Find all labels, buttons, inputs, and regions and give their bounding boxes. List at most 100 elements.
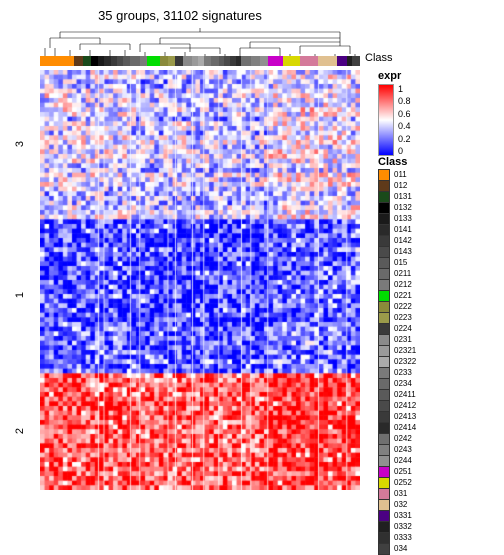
class-bar-seg (40, 56, 57, 66)
class-legend-item: 0242 (378, 434, 498, 444)
class-bar-seg (168, 56, 176, 66)
class-bar-seg (300, 56, 319, 66)
expr-color-gradient (378, 84, 394, 156)
class-id-label: 0331 (394, 511, 412, 521)
class-bar-seg (91, 56, 99, 66)
class-legend-item: 0331 (378, 511, 498, 521)
class-bar-seg (160, 56, 168, 66)
class-bar-seg (130, 56, 139, 66)
class-legend-item: 0221 (378, 291, 498, 301)
class-id-label: 012 (394, 181, 407, 191)
class-bar-seg (283, 56, 300, 66)
class-bar-seg (123, 56, 131, 66)
class-legend-item: 0332 (378, 522, 498, 532)
class-legend-item: 011 (378, 170, 498, 180)
class-legend-item: 0223 (378, 313, 498, 323)
class-bar-seg (147, 56, 160, 66)
class-legend-item: 0222 (378, 302, 498, 312)
class-id-label: 02414 (394, 423, 416, 433)
class-id-label: 0221 (394, 291, 412, 301)
class-bar-seg (260, 56, 268, 66)
row-cluster-label: 2 (14, 421, 26, 441)
class-axis-label: Class (365, 52, 393, 64)
column-class-bar (40, 56, 360, 66)
class-id-label: 0252 (394, 478, 412, 488)
class-bar-seg (318, 56, 337, 66)
class-legend-item: 02322 (378, 357, 498, 367)
class-id-label: 015 (394, 258, 407, 268)
class-id-label: 0224 (394, 324, 412, 334)
class-bar-seg (140, 56, 148, 66)
class-bar-seg (175, 56, 183, 66)
class-id-label: 0242 (394, 434, 412, 444)
class-legend-item: 034 (378, 544, 498, 554)
class-id-label: 0142 (394, 236, 412, 246)
class-legend-item: 0233 (378, 368, 498, 378)
plot-title: 35 groups, 31102 signatures (0, 8, 360, 23)
class-bar-seg (352, 56, 360, 66)
class-legend-item: 0143 (378, 247, 498, 257)
class-legend-item: 0211 (378, 269, 498, 279)
class-legend-item: 0141 (378, 225, 498, 235)
class-bar-seg (268, 56, 283, 66)
class-id-label: 032 (394, 500, 407, 510)
class-legend-item: 0333 (378, 533, 498, 543)
class-id-label: 02413 (394, 412, 416, 422)
class-id-label: 0244 (394, 456, 412, 466)
class-legend-item: 0231 (378, 335, 498, 345)
class-legend-item: 02412 (378, 401, 498, 411)
class-legend-item: 0212 (378, 280, 498, 290)
expr-gradient-ticks: 10.80.60.40.20 (398, 84, 411, 156)
class-id-label: 0251 (394, 467, 412, 477)
expr-legend-title: expr (378, 70, 498, 82)
class-id-label: 031 (394, 489, 407, 499)
class-id-label: 0212 (394, 280, 412, 290)
class-legend-item: 031 (378, 489, 498, 499)
class-id-label: 0333 (394, 533, 412, 543)
class-id-label: 0141 (394, 225, 412, 235)
class-id-label: 034 (394, 544, 407, 554)
expression-heatmap (40, 70, 360, 490)
row-cluster-label: 1 (14, 285, 26, 305)
class-legend-item: 0244 (378, 456, 498, 466)
class-id-label: 0223 (394, 313, 412, 323)
class-legend-item: 0142 (378, 236, 498, 246)
class-legend-title: Class (378, 156, 498, 168)
class-bar-seg (241, 56, 250, 66)
row-cluster-labels: 312 (10, 70, 30, 490)
class-id-label: 0231 (394, 335, 412, 345)
class-swatch (378, 543, 390, 555)
class-bar-seg (183, 56, 192, 66)
class-legend-item: 02414 (378, 423, 498, 433)
class-bar-seg (204, 56, 212, 66)
class-legend-item: 012 (378, 181, 498, 191)
class-id-label: 02322 (394, 357, 416, 367)
class-bar-seg (57, 56, 74, 66)
class-id-label: 0233 (394, 368, 412, 378)
class-id-label: 0332 (394, 522, 412, 532)
class-legend-item: 0224 (378, 324, 498, 334)
class-legend-item: 0234 (378, 379, 498, 389)
class-bar-seg (104, 56, 112, 66)
legend-panel: expr 10.80.60.40.20 Class 01101201310132… (378, 70, 498, 555)
class-id-label: 011 (394, 170, 407, 180)
class-legend-item: 02413 (378, 412, 498, 422)
class-id-label: 02412 (394, 401, 416, 411)
class-legend-items: 0110120131013201330141014201430150211021… (378, 170, 498, 554)
class-bar-seg (251, 56, 260, 66)
class-legend-item: 015 (378, 258, 498, 268)
class-legend-item: 0132 (378, 203, 498, 213)
class-bar-seg (83, 56, 91, 66)
class-id-label: 02321 (394, 346, 416, 356)
class-bar-seg (211, 56, 219, 66)
class-legend-item: 0243 (378, 445, 498, 455)
class-id-label: 0211 (394, 269, 411, 279)
class-legend-item: 0131 (378, 192, 498, 202)
class-bar-seg (337, 56, 346, 66)
column-dendrogram (40, 28, 360, 56)
class-id-label: 0234 (394, 379, 412, 389)
class-legend-item: 02321 (378, 346, 498, 356)
class-bar-seg (74, 56, 83, 66)
class-id-label: 0143 (394, 247, 412, 257)
class-legend-item: 0251 (378, 467, 498, 477)
